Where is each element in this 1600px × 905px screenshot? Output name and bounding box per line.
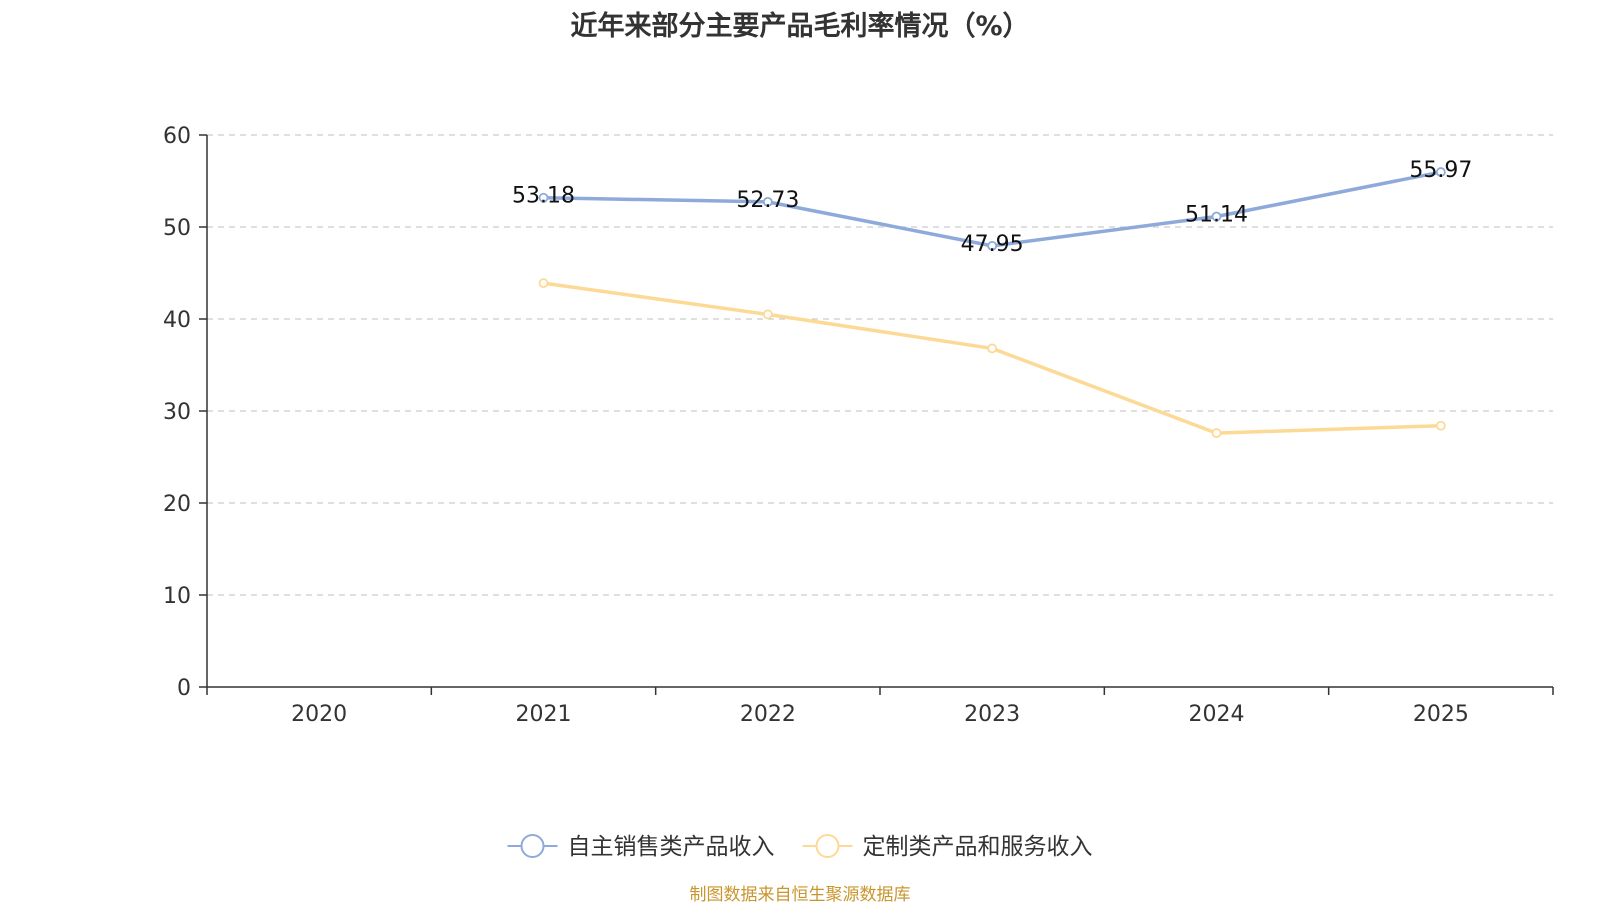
data-point <box>1211 428 1222 438</box>
chart-title: 近年来部分主要产品毛利率情况（%） <box>570 11 1030 42</box>
x-tick-label: 2023 <box>964 702 1020 727</box>
data-label: 53.18 <box>512 184 575 209</box>
data-labels: 53.18 52.73 47.95 51.14 55.97 <box>512 158 1472 257</box>
y-tick-label: 40 <box>163 308 191 333</box>
data-label: 51.14 <box>1185 203 1248 228</box>
legend-marker-icon <box>815 834 840 858</box>
axes: 0 10 20 30 40 50 60 2020 2021 2022 2023 2024 2025 <box>163 124 1554 727</box>
legend-label: 自主销售类产品收入 <box>568 834 775 860</box>
data-point <box>762 309 773 320</box>
source-note: 制图数据来自恒生聚源数据库 <box>689 885 911 905</box>
legend-marker-icon <box>520 834 545 858</box>
y-tick-label: 60 <box>163 124 191 149</box>
legend-item-2[interactable]: 定制类产品和服务收入 <box>802 834 1093 860</box>
series-group <box>538 167 1446 438</box>
grid-lines <box>207 134 1553 596</box>
x-tick-label: 2024 <box>1189 702 1245 727</box>
data-point <box>762 196 773 207</box>
legend-label: 定制类产品和服务收入 <box>863 834 1093 860</box>
x-tick-label: 2020 <box>291 702 347 727</box>
data-point <box>1435 167 1446 177</box>
y-tick-label: 50 <box>163 216 191 241</box>
data-label: 55.97 <box>1409 158 1472 183</box>
legend[interactable]: 自主销售类产品收入 定制类产品和服务收入 <box>507 834 1093 860</box>
y-tick-label: 10 <box>163 584 191 609</box>
y-tick-label: 20 <box>163 492 191 517</box>
y-tick-label: 30 <box>163 400 191 425</box>
x-tick-label: 2021 <box>516 702 572 727</box>
x-tick-label: 2025 <box>1413 702 1469 727</box>
data-point <box>987 240 998 251</box>
data-point <box>1435 420 1446 431</box>
data-label: 52.73 <box>736 188 799 213</box>
data-point <box>538 192 549 203</box>
y-tick-label: 0 <box>177 676 191 701</box>
data-point <box>987 343 998 354</box>
data-point <box>538 278 549 289</box>
x-tick-label: 2022 <box>740 702 796 727</box>
data-point <box>1211 211 1222 222</box>
legend-item-1[interactable]: 自主销售类产品收入 <box>507 834 775 860</box>
data-label: 47.95 <box>961 232 1024 257</box>
